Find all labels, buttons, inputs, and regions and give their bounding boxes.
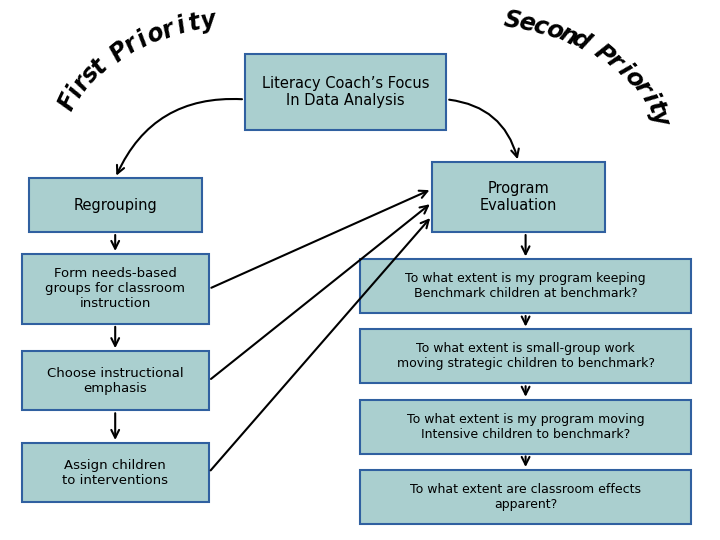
Text: i: i bbox=[62, 83, 87, 102]
Text: t: t bbox=[642, 98, 668, 117]
Text: y: y bbox=[199, 8, 217, 34]
FancyBboxPatch shape bbox=[360, 259, 691, 313]
Text: P: P bbox=[590, 39, 618, 69]
Text: Literacy Coach’s Focus
In Data Analysis: Literacy Coach’s Focus In Data Analysis bbox=[262, 76, 429, 108]
FancyBboxPatch shape bbox=[360, 329, 691, 383]
Text: To what extent is my program moving
Intensive children to benchmark?: To what extent is my program moving Inte… bbox=[407, 413, 644, 441]
Text: o: o bbox=[142, 20, 168, 49]
FancyBboxPatch shape bbox=[22, 351, 209, 410]
Text: Form needs-based
groups for classroom
instruction: Form needs-based groups for classroom in… bbox=[45, 267, 185, 310]
FancyBboxPatch shape bbox=[360, 470, 691, 524]
Text: P: P bbox=[105, 37, 134, 66]
Text: i: i bbox=[636, 89, 662, 106]
Text: To what extent is my program keeping
Benchmark children at benchmark?: To what extent is my program keeping Ben… bbox=[405, 272, 646, 300]
Text: s: s bbox=[76, 62, 104, 87]
Text: o: o bbox=[619, 65, 648, 92]
FancyBboxPatch shape bbox=[22, 254, 209, 324]
Text: i: i bbox=[173, 14, 189, 39]
Text: t: t bbox=[186, 10, 203, 36]
Text: Assign children
to interventions: Assign children to interventions bbox=[62, 458, 168, 487]
Text: y: y bbox=[647, 107, 674, 129]
Text: n: n bbox=[554, 21, 580, 50]
Text: i: i bbox=[613, 59, 636, 80]
Text: To what extent is small-group work
moving strategic children to benchmark?: To what extent is small-group work movin… bbox=[397, 342, 654, 370]
Text: To what extent are classroom effects
apparent?: To what extent are classroom effects app… bbox=[410, 483, 641, 511]
Text: e: e bbox=[516, 10, 537, 37]
Text: o: o bbox=[542, 16, 567, 45]
Text: r: r bbox=[629, 77, 655, 99]
Text: Regrouping: Regrouping bbox=[73, 198, 157, 213]
Text: r: r bbox=[69, 72, 95, 94]
Text: Choose instructional
emphasis: Choose instructional emphasis bbox=[47, 367, 184, 395]
FancyBboxPatch shape bbox=[29, 178, 202, 232]
Text: S: S bbox=[501, 8, 523, 35]
FancyBboxPatch shape bbox=[22, 443, 209, 502]
Text: Program
Evaluation: Program Evaluation bbox=[480, 181, 557, 213]
FancyBboxPatch shape bbox=[432, 162, 605, 232]
Text: i: i bbox=[132, 27, 152, 52]
Text: r: r bbox=[119, 32, 143, 58]
Text: c: c bbox=[530, 13, 551, 40]
Text: t: t bbox=[86, 54, 112, 79]
Text: r: r bbox=[602, 49, 627, 74]
FancyBboxPatch shape bbox=[360, 400, 691, 454]
Text: r: r bbox=[158, 17, 178, 43]
FancyBboxPatch shape bbox=[245, 54, 446, 130]
Text: F: F bbox=[54, 89, 83, 114]
Text: d: d bbox=[567, 26, 594, 56]
